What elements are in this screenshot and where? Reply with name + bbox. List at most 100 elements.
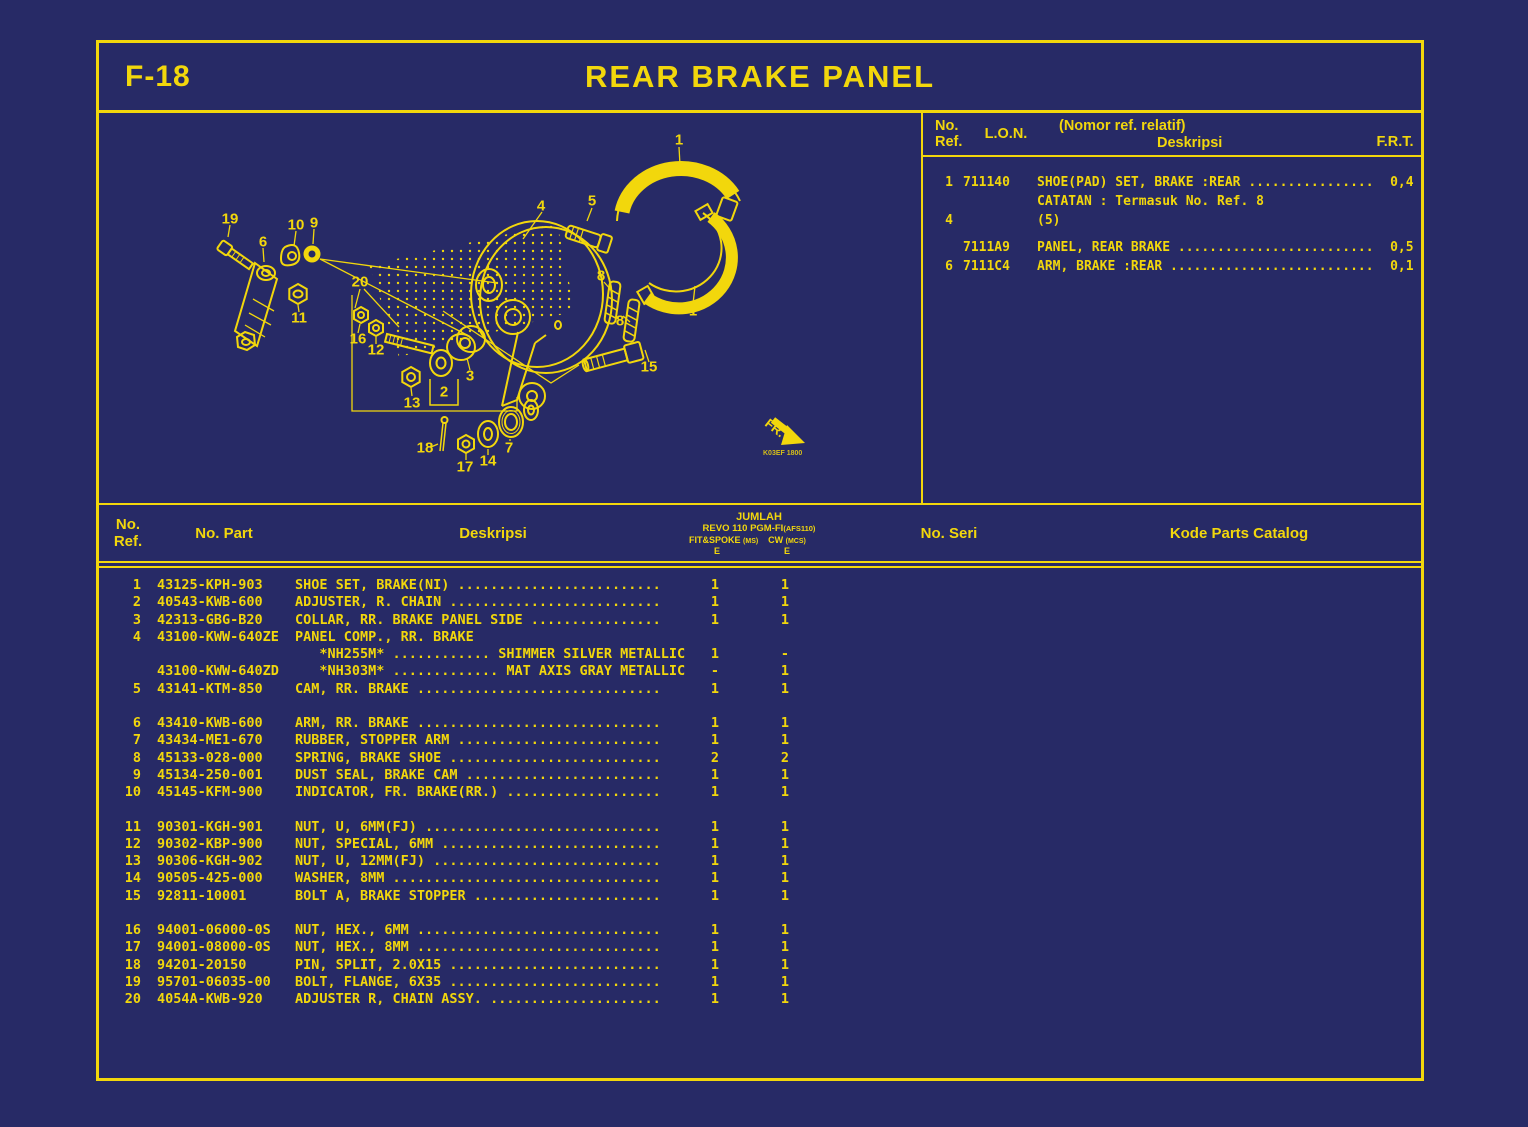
part-row-qty-fitspoke: 1 xyxy=(710,887,720,904)
part-row-desc: PANEL COMP., RR. BRAKE xyxy=(295,628,474,645)
part-row-desc: COLLAR, RR. BRAKE PANEL SIDE ...........… xyxy=(295,611,661,628)
part-row-desc: WASHER, 8MM ............................… xyxy=(295,870,661,887)
part-row-no: 16 xyxy=(124,922,141,939)
ref-row-lon: 711140 xyxy=(963,175,1010,190)
parts-col-deskripsi: Deskripsi xyxy=(459,524,527,542)
jumlah-title: JUMLAH xyxy=(736,510,782,523)
part-row-number xyxy=(157,646,287,663)
part-row-qty-fitspoke: 1 xyxy=(710,973,720,990)
catalog-page: F-18 REAR BRAKE PANEL xyxy=(96,40,1424,1081)
part-row-qty-fitspoke: 1 xyxy=(710,594,720,611)
parts-table-row: 2 40543-KWB-600 ADJUSTER, R. CHAIN .....… xyxy=(99,594,1421,611)
part-row-desc: INDICATOR, FR. BRAKE(RR.) ..............… xyxy=(295,784,661,801)
part-row-qty-cw: 2 xyxy=(780,749,790,766)
reference-table: No. Ref. L.O.N. (Nomor ref. relatif) Des… xyxy=(921,113,1424,503)
part-row-desc: ADJUSTER R, CHAIN ASSY. ................… xyxy=(295,991,661,1008)
ref-row-lon xyxy=(963,211,1037,230)
reference-table-header: No. Ref. L.O.N. (Nomor ref. relatif) Des… xyxy=(923,113,1424,157)
part-row-no: 20 xyxy=(124,991,141,1008)
leader-lines xyxy=(227,146,696,460)
parts-table-row: 1 43125-KPH-903 SHOE SET, BRAKE(NI) ....… xyxy=(99,577,1421,594)
part-row-qty-cw: 1 xyxy=(780,680,790,697)
parts-table-row: 7 43434-ME1-670 RUBBER, STOPPER ARM ....… xyxy=(99,732,1421,749)
part-row-desc: NUT, U, 12MM(FJ) .......................… xyxy=(295,853,661,870)
ref-row-lon: 7111A9 xyxy=(963,240,1010,255)
ref-row-desc: (5) xyxy=(1037,213,1061,228)
part-row-qty-cw xyxy=(743,629,827,646)
parts-table-row: 18 94201-20150 PIN, SPLIT, 2.0X15 ......… xyxy=(99,957,1421,974)
parts-table-row: 6 43410-KWB-600 ARM, RR. BRAKE .........… xyxy=(99,715,1421,732)
part-row-qty-fitspoke xyxy=(687,629,743,646)
parts-table-row: *NH255M* ............ SHIMMER SILVER MET… xyxy=(99,646,1421,663)
part-row-desc: *NH303M* ............. MAT AXIS GRAY MET… xyxy=(295,663,686,680)
part-row-qty-cw: - xyxy=(780,646,790,663)
diagram-part-label: 6 xyxy=(259,234,267,251)
part-row-number: 90302-KBP-900 xyxy=(157,835,263,852)
part-row-desc: CAM, RR. BRAKE .........................… xyxy=(295,680,661,697)
part-row-qty-cw: 1 xyxy=(780,784,790,801)
part-row-qty-cw: 1 xyxy=(780,939,790,956)
ref-row-no: 6 xyxy=(945,259,953,274)
part-row-qty-fitspoke: 2 xyxy=(710,749,720,766)
diagram-part-label: 16 xyxy=(350,331,367,348)
part-row-number: 95701-06035-00 xyxy=(157,973,271,990)
part-row-qty-fitspoke: 1 xyxy=(710,766,720,783)
ref-col-frt: F.R.T. xyxy=(1376,134,1414,150)
part-row-desc: SHOE SET, BRAKE(NI) ....................… xyxy=(295,577,661,593)
parts-col-jumlah: JUMLAH REVO 110 PGM-FI(AFS110) FIT&SPOKE… xyxy=(689,511,829,556)
diagram-part-label: 13 xyxy=(404,395,421,412)
ref-row-desc: CATATAN : Termasuk No. Ref. 8 xyxy=(1037,194,1264,209)
part-row-number: 43125-KPH-903 xyxy=(157,577,263,593)
part-row-qty-fitspoke: 1 xyxy=(710,577,720,593)
parts-table-body: 1 43125-KPH-903 SHOE SET, BRAKE(NI) ....… xyxy=(99,568,1421,1078)
part-row-qty-fitspoke: 1 xyxy=(710,715,720,732)
part-row-qty-fitspoke: 1 xyxy=(710,922,720,939)
parts-table-row: 13 90306-KGH-902 NUT, U, 12MM(FJ) ......… xyxy=(99,853,1421,870)
part-row-number: 43100-KWW-640ZD xyxy=(157,663,279,680)
upper-section: FR. K03EF 1800 19 6 10 9 11 20 16 12 13 2 3 18 17 14 7… xyxy=(99,113,1424,505)
double-rule xyxy=(99,563,1421,568)
parts-col-seri: No. Seri xyxy=(920,524,978,542)
diagram-part-label: 3 xyxy=(466,368,474,385)
ref-row-frt xyxy=(1374,192,1414,211)
part-row-no xyxy=(113,646,141,663)
ref-row-desc: SHOE(PAD) SET, BRAKE :REAR .............… xyxy=(1037,175,1374,190)
parts-table-row: 8 45133-028-000 SPRING, BRAKE SHOE .....… xyxy=(99,750,1421,767)
ref-row-no: 4 xyxy=(945,213,953,228)
diagram-part-label: 8 xyxy=(597,268,605,285)
jumlah-model: REVO 110 PGM-FI(AFS110) xyxy=(702,522,816,534)
part-row-qty-cw: 1 xyxy=(780,732,790,749)
parts-table-row: 17 94001-08000-0S NUT, HEX., 8MM .......… xyxy=(99,939,1421,956)
diagram-part-label: 5 xyxy=(588,193,596,210)
ref-table-row: CATATAN : Termasuk No. Ref. 8 xyxy=(935,192,1414,211)
part-row-no: 15 xyxy=(124,887,141,904)
part-row-no: 17 xyxy=(124,939,141,956)
part-row-number: 43410-KWB-600 xyxy=(157,715,263,732)
ref-row-no xyxy=(935,238,963,257)
part-row-number: 40543-KWB-600 xyxy=(157,594,263,611)
part-row-desc: NUT, U, 6MM(FJ) ........................… xyxy=(295,818,661,835)
diagram-part-label: 11 xyxy=(291,310,307,327)
ref-table-row: 4 (5) xyxy=(935,211,1414,230)
parts-table-row: 43100-KWW-640ZD *NH303M* ............. M… xyxy=(99,663,1421,680)
part-row-qty-fitspoke: 1 xyxy=(710,956,720,973)
parts-table-row: 10 45145-KFM-900 INDICATOR, FR. BRAKE(RR… xyxy=(99,784,1421,801)
ref-row-frt: 0,1 xyxy=(1390,259,1414,274)
title-band: F-18 REAR BRAKE PANEL xyxy=(99,43,1421,113)
part-row-qty-fitspoke: 1 xyxy=(710,818,720,835)
part-row-qty-fitspoke: 1 xyxy=(710,853,720,870)
ref-col-lon: L.O.N. xyxy=(984,126,1028,142)
part-row-no: 8 xyxy=(132,749,141,766)
part-row-no: 6 xyxy=(132,715,141,732)
part-row-qty-cw: 1 xyxy=(780,611,790,628)
part-row-qty-cw: 1 xyxy=(780,835,790,852)
ref-row-desc: ARM, BRAKE :REAR .......................… xyxy=(1037,259,1374,274)
parts-table-row: 11 90301-KGH-901 NUT, U, 6MM(FJ) .......… xyxy=(99,819,1421,836)
ref-row-no: 1 xyxy=(945,175,953,190)
part-row-qty-cw: 1 xyxy=(780,766,790,783)
part-row-desc: NUT, SPECIAL, 6MM ......................… xyxy=(295,835,661,852)
part-row-number: 90301-KGH-901 xyxy=(157,818,263,835)
diagram-part-label: 9 xyxy=(310,215,318,232)
